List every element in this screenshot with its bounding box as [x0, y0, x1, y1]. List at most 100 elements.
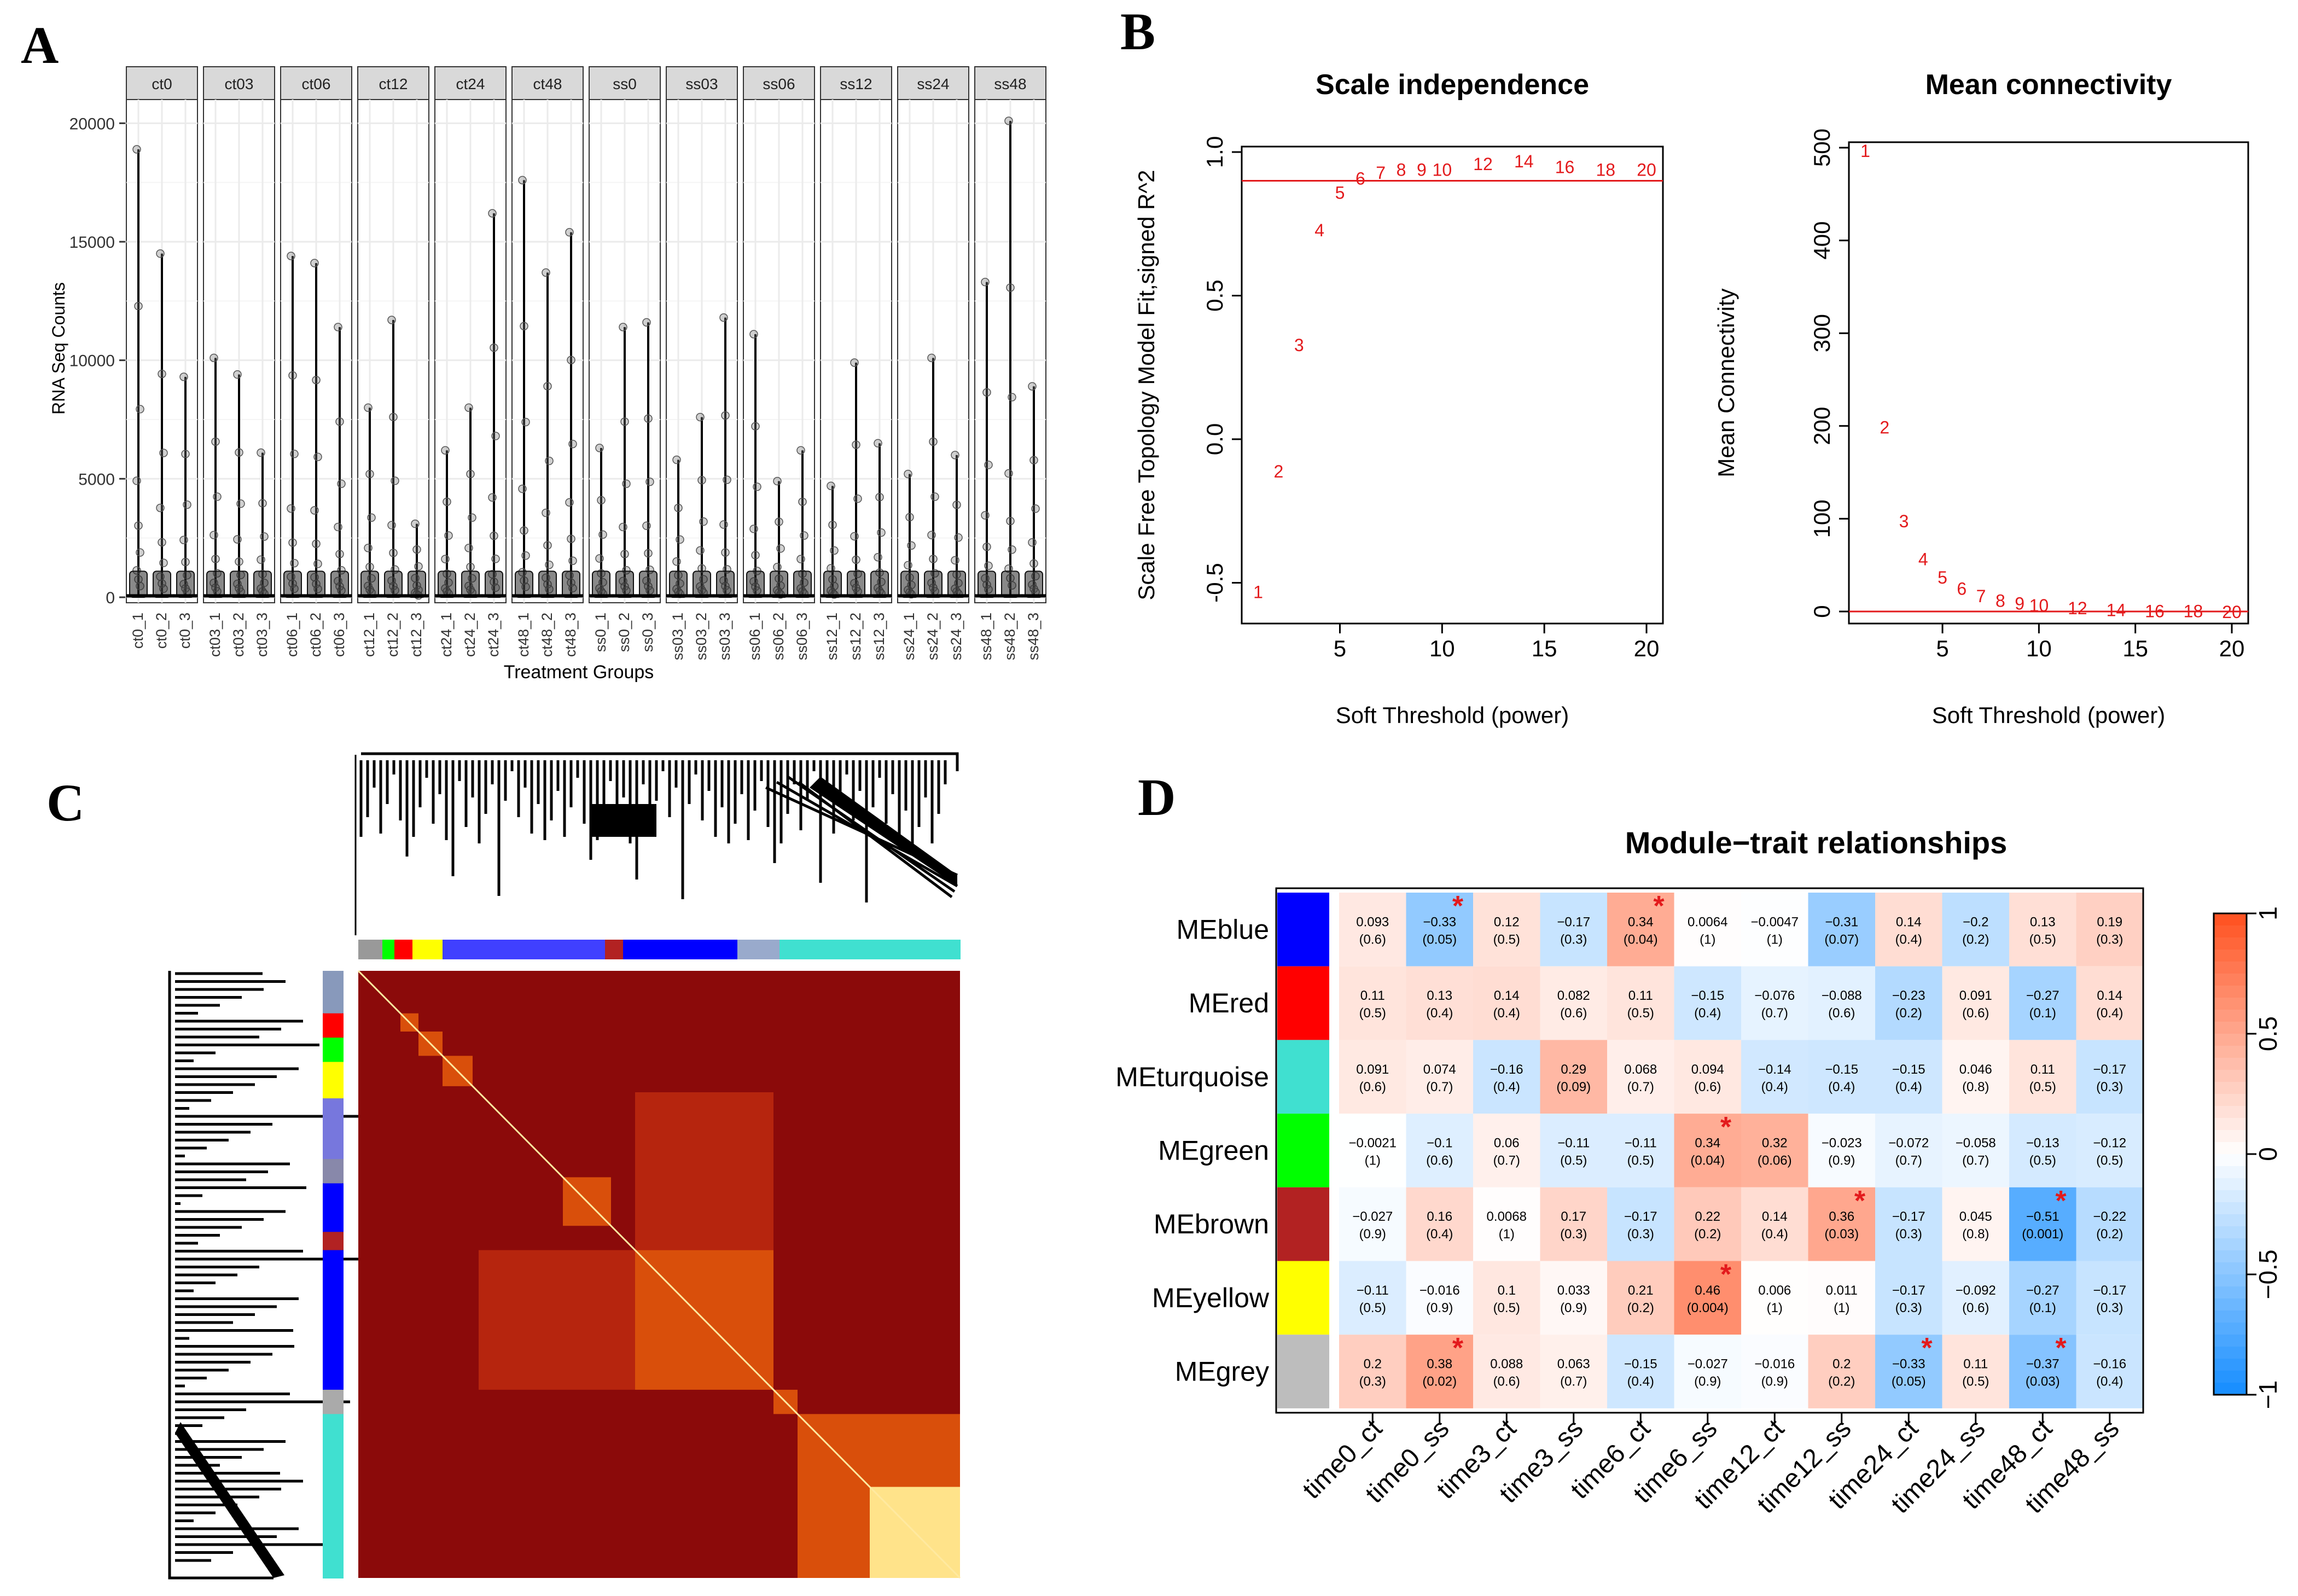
x-tick-label: ct48_2 — [539, 613, 555, 657]
x-tick-label: ct24_1 — [438, 613, 455, 657]
outlier-point — [518, 484, 527, 493]
y-tick-label: -0.5 — [1202, 563, 1227, 602]
top-module-color-segment — [358, 940, 383, 959]
outlier-point — [827, 481, 835, 491]
dense-point-cloud — [746, 570, 765, 598]
outlier-point — [258, 499, 267, 508]
power-label-point: 4 — [1918, 549, 1928, 569]
cell-pvalue: (0.7) — [1560, 1374, 1587, 1389]
cell-correlation: 0.088 — [1490, 1357, 1523, 1372]
outlier-point — [595, 554, 604, 563]
y-tick-label: 200 — [1809, 407, 1835, 445]
heatmap-cell — [1674, 966, 1741, 1040]
cell-correlation: 0.14 — [1896, 915, 1922, 929]
heatmap-cell — [1875, 1335, 1942, 1408]
cell-pvalue: (0.5) — [1359, 1006, 1386, 1021]
legend-gradient-step — [2214, 1262, 2247, 1275]
x-tick-label: ss03_3 — [717, 613, 733, 660]
outlier-point — [877, 528, 886, 537]
legend-gradient-step — [2214, 986, 2247, 998]
outlier-point — [1008, 393, 1016, 401]
cell-correlation: −0.31 — [1825, 915, 1858, 929]
legend-gradient-step — [2214, 1274, 2247, 1287]
cell-pvalue: (0.9) — [1359, 1227, 1386, 1242]
cell-correlation: 0.033 — [1557, 1283, 1590, 1298]
outlier-point — [568, 439, 577, 448]
heatmap-cell — [1406, 1261, 1473, 1335]
outlier-point — [696, 412, 705, 422]
heatmap-cell — [1875, 1114, 1942, 1187]
legend-gradient-step — [2214, 1046, 2247, 1058]
cell-correlation: 0.06 — [1494, 1135, 1520, 1150]
heatmap-cell — [1808, 1261, 1875, 1335]
outlier-point — [951, 556, 959, 565]
facet-strip — [974, 66, 1046, 100]
x-tick-label: ss48_3 — [1025, 613, 1042, 660]
outlier-point — [796, 555, 805, 563]
x-tick-label: ct24_3 — [485, 613, 502, 657]
outlier-point — [723, 475, 731, 484]
power-label-point: 10 — [2029, 596, 2049, 615]
power-label-point: 2 — [1880, 417, 1889, 437]
facet-strip — [589, 66, 661, 100]
cell-pvalue: (0.9) — [1761, 1374, 1788, 1389]
cell-correlation: −0.17 — [1892, 1209, 1925, 1224]
heatmap-cell — [1339, 1040, 1406, 1114]
outlier-point — [545, 456, 554, 465]
cell-correlation: −0.14 — [1758, 1062, 1791, 1077]
legend-gradient-step — [2214, 998, 2247, 1010]
outlier-point — [719, 520, 728, 529]
y-axis-label: RNA Seq Counts — [49, 282, 68, 415]
legend-gradient-step — [2214, 1286, 2247, 1299]
cell-correlation: 0.0068 — [1487, 1209, 1527, 1224]
left-module-color-segment — [323, 1183, 344, 1233]
outlier-point — [134, 301, 143, 311]
cell-correlation: 0.36 — [1829, 1209, 1854, 1224]
outlier-point — [776, 544, 785, 553]
cell-correlation: −0.2 — [1963, 915, 1988, 929]
dense-point-cloud — [592, 570, 610, 598]
y-tick-label: 0.0 — [1202, 423, 1227, 455]
cell-pvalue: (0.4) — [1426, 1227, 1453, 1242]
cell-pvalue: (0.03) — [2026, 1374, 2060, 1389]
cell-correlation: 0.16 — [1427, 1209, 1452, 1224]
cell-correlation: −0.17 — [2093, 1062, 2126, 1077]
heatmap-cell — [1674, 1187, 1741, 1261]
cell-correlation: −0.076 — [1754, 988, 1795, 1003]
outlier-point — [468, 513, 476, 522]
x-tick-label: ct06_3 — [331, 613, 347, 657]
power-label-point: 16 — [2145, 601, 2165, 621]
heatmap-cell — [1473, 1114, 1540, 1187]
chart-title: Module−trait relationships — [1625, 825, 2008, 860]
cell-correlation: 0.21 — [1628, 1283, 1654, 1298]
legend-gradient-step — [2214, 1335, 2247, 1347]
x-tick-label: ct03_3 — [254, 613, 270, 657]
significance-star: * — [2055, 1332, 2067, 1364]
heatmap-cell — [1942, 1187, 2009, 1261]
dense-point-cloud — [615, 570, 634, 598]
top-module-color-segment — [605, 940, 624, 959]
heatmap-cell — [2076, 966, 2143, 1040]
panel-d-module-trait-heatmap: Module−trait relationships MEblue 0.093 (0.… — [1115, 825, 2282, 1519]
power-label-point: 1 — [1860, 141, 1870, 161]
cell-correlation: 0.006 — [1758, 1283, 1791, 1298]
cell-correlation: 0.17 — [1561, 1209, 1586, 1224]
outlier-point — [235, 448, 243, 457]
cell-pvalue: (0.4) — [1895, 1080, 1922, 1094]
dense-point-cloud — [924, 570, 943, 598]
cell-pvalue: (0.2) — [1895, 1006, 1922, 1021]
x-tick-label: ct12_2 — [385, 613, 401, 657]
panel-a-strip-plot: 0 5000 10000 15000 20000 RNA Seq Counts Treatm… — [49, 66, 1046, 683]
top-module-color-segment — [779, 940, 961, 959]
heatmap-cell — [1942, 1040, 2009, 1114]
outlier-point — [211, 555, 220, 563]
dense-point-cloud — [793, 570, 812, 598]
dense-point-cloud — [978, 570, 996, 598]
outlier-point — [853, 494, 862, 503]
outlier-point — [210, 353, 218, 363]
cell-pvalue: (1) — [1767, 932, 1783, 947]
outlier-point — [136, 405, 144, 413]
outlier-point — [441, 446, 450, 455]
y-tick-label: 5000 — [78, 470, 115, 488]
heatmap-cell — [2076, 1040, 2143, 1114]
